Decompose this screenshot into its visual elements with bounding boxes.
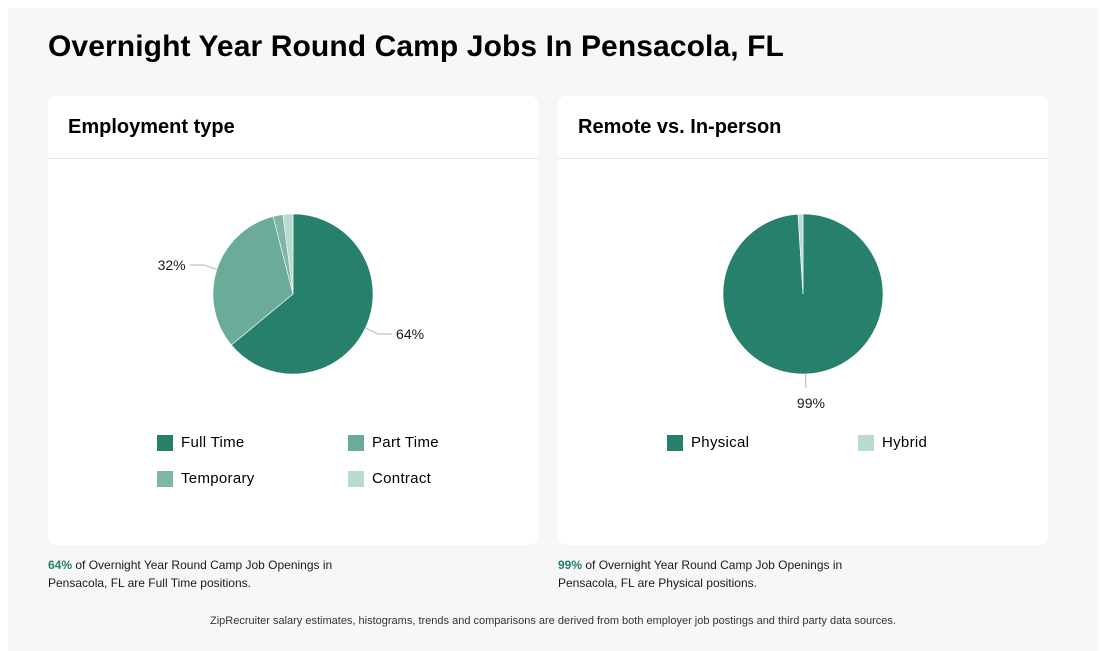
legend-item-hybrid[interactable]: Hybrid <box>858 434 927 451</box>
data-label-full-time: 64% <box>396 326 424 342</box>
employment-type-caption: 64% of Overnight Year Round Camp Job Ope… <box>48 556 368 592</box>
legend-label: Physical <box>691 434 750 451</box>
legend-swatch <box>348 470 364 487</box>
legend-item-contract[interactable]: Contract <box>348 470 431 487</box>
legend-label: Hybrid <box>882 434 928 451</box>
legend-label: Temporary <box>181 470 255 487</box>
remote-title: Remote vs. In-person <box>558 96 1048 159</box>
legend-swatch <box>157 470 173 487</box>
legend-item-part-time[interactable]: Part Time <box>348 434 439 451</box>
legend-label: Contract <box>372 470 432 487</box>
caption-text: of Overnight Year Round Camp Job Opening… <box>48 558 333 590</box>
legend-swatch <box>858 434 874 451</box>
page-title: Overnight Year Round Camp Jobs In Pensac… <box>48 30 784 63</box>
caption-percent: 99% <box>558 558 583 572</box>
remote-pie: 99% <box>722 213 884 411</box>
remote-caption: 99% of Overnight Year Round Camp Job Ope… <box>558 556 878 592</box>
legend-swatch <box>667 434 683 451</box>
data-label-part-time: 32% <box>158 257 186 273</box>
footer-disclaimer: ZipRecruiter salary estimates, histogram… <box>210 615 896 627</box>
legend-item-physical[interactable]: Physical <box>667 434 749 451</box>
caption-percent: 64% <box>48 558 73 572</box>
page-container: Overnight Year Round Camp Jobs In Pensac… <box>8 8 1098 651</box>
employment-type-title: Employment type <box>48 96 538 159</box>
pie-slice-part-time[interactable] <box>212 216 294 346</box>
employment-type-card: Employment type 64% 32% Full Time Part Tim… <box>48 96 538 545</box>
pie-slice-contract[interactable] <box>282 213 294 295</box>
legend-label: Full Time <box>181 434 245 451</box>
legend-swatch <box>348 434 364 451</box>
legend-swatch <box>157 434 173 451</box>
leader-line <box>365 327 393 335</box>
remote-card: Remote vs. In-person 99% Physical Hybrid <box>558 96 1048 545</box>
leader-line <box>189 264 218 270</box>
pie-slice-hybrid[interactable] <box>797 213 804 295</box>
legend-item-full-time[interactable]: Full Time <box>157 434 245 451</box>
legend-item-temporary[interactable]: Temporary <box>157 470 255 487</box>
data-label-physical: 99% <box>797 395 825 411</box>
caption-text: of Overnight Year Round Camp Job Opening… <box>558 558 843 590</box>
employment-type-pie: 64% 32% <box>158 213 424 375</box>
pie-slice-full-time[interactable] <box>230 213 374 375</box>
legend-label: Part Time <box>372 434 439 451</box>
